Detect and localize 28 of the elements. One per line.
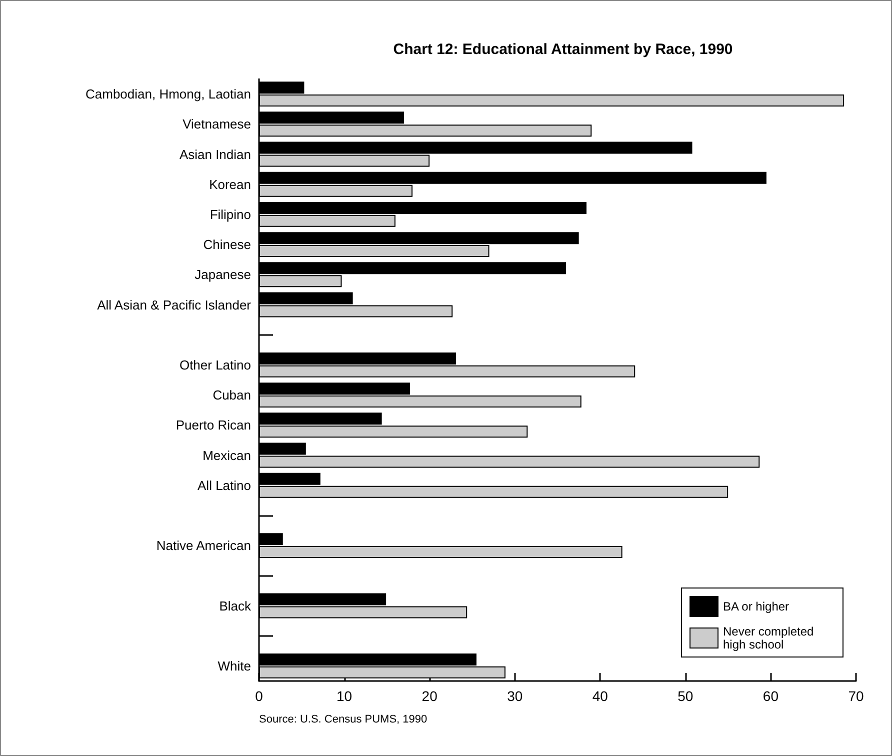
y-tick-label: Korean	[209, 176, 251, 192]
x-tick-label: 50	[678, 688, 694, 704]
y-tick-label: Puerto Rican	[176, 418, 251, 433]
source-note: Source: U.S. Census PUMS, 1990	[259, 714, 428, 726]
y-tick-label: Vietnamese	[182, 116, 251, 132]
y-tick-label: Black	[219, 598, 252, 614]
y-tick-label: Chinese	[203, 237, 251, 252]
x-tick-label: 20	[422, 688, 438, 704]
y-tick-label: Asian Indian	[179, 146, 251, 162]
y-tick-label: Cuban	[212, 388, 251, 403]
x-tick-label: 0	[255, 688, 264, 704]
y-tick-label: Japanese	[194, 267, 251, 282]
y-tick-label: All Latino	[198, 478, 251, 493]
y-tick-label: White	[218, 658, 251, 674]
y-tick-label: Cambodian, Hmong, Laotian	[86, 86, 251, 102]
x-tick-label: 40	[592, 688, 608, 704]
chart-title: Chart 12: Educational Attainment by Race, 1990	[393, 41, 733, 58]
y-tick-label: Native American	[156, 538, 251, 554]
x-tick-label: 60	[762, 688, 779, 704]
x-tick-label: 10	[336, 688, 352, 704]
legend-label: BA or higher	[723, 600, 790, 614]
y-tick-label: Other Latino	[179, 357, 251, 372]
legend-label: Never completed high school	[723, 624, 818, 652]
y-tick-label: Mexican	[202, 448, 251, 463]
x-tick-label: 70	[848, 688, 864, 704]
x-tick-label: 30	[507, 688, 523, 704]
y-tick-label: All Asian & Pacific Islander	[97, 297, 252, 312]
y-tick-label: Filipino	[210, 206, 251, 222]
